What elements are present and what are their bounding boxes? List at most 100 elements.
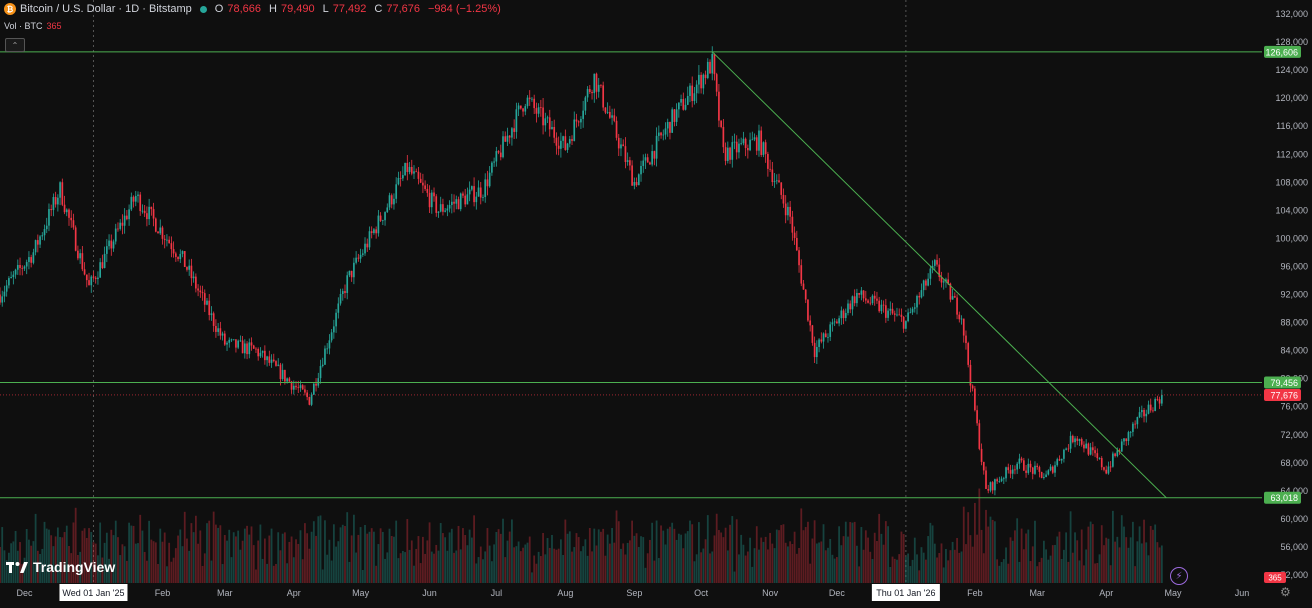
candle-body bbox=[126, 215, 128, 220]
candle-body bbox=[459, 193, 462, 210]
volume-bar bbox=[704, 539, 707, 583]
volume-bar bbox=[493, 544, 496, 583]
volume-bar bbox=[1127, 547, 1130, 583]
bitcoin-icon: ₿ bbox=[4, 3, 16, 15]
volume-bar bbox=[406, 519, 409, 583]
candle-body bbox=[940, 277, 943, 283]
volume-bar bbox=[980, 529, 983, 583]
candle-body bbox=[1152, 410, 1154, 412]
candle-body bbox=[468, 189, 471, 195]
volume-bar bbox=[720, 532, 723, 583]
chart-area[interactable] bbox=[0, 0, 1262, 583]
candle-body bbox=[270, 359, 273, 363]
volume-bar bbox=[326, 554, 329, 583]
volume-bar bbox=[853, 521, 856, 583]
time-tick-label: Feb bbox=[155, 588, 171, 598]
volume-bar bbox=[350, 535, 353, 583]
candlestick-chart[interactable] bbox=[0, 0, 1262, 583]
candle-body bbox=[740, 143, 743, 145]
volume-bar bbox=[502, 518, 504, 583]
symbol-title[interactable]: Bitcoin / U.S. Dollar · 1D · Bitstamp bbox=[20, 3, 192, 15]
volume-bar bbox=[344, 526, 346, 583]
candle-body bbox=[210, 313, 213, 316]
volume-bar bbox=[105, 532, 108, 583]
candle-body bbox=[644, 157, 647, 161]
volume-bar bbox=[724, 527, 727, 583]
candle-body bbox=[123, 215, 126, 226]
candle-body bbox=[775, 180, 778, 182]
descending-trendline[interactable] bbox=[711, 51, 1167, 499]
candle-body bbox=[700, 74, 702, 89]
candle-body bbox=[442, 204, 444, 212]
time-tick-label: Jun bbox=[422, 588, 437, 598]
volume-bar bbox=[121, 544, 124, 583]
volume-bar bbox=[1063, 549, 1065, 583]
time-axis[interactable]: Dec Feb Mar Apr May Jun Jul Aug Sep Oct Nov Dec Feb M… bbox=[0, 583, 1262, 603]
open-label: O bbox=[214, 3, 224, 15]
crosshair-date-label: Wed 01 Jan '25 bbox=[62, 588, 124, 598]
volume-bar bbox=[813, 520, 816, 583]
lightning-icon[interactable]: ⚡ bbox=[1170, 567, 1188, 585]
candle-body bbox=[1109, 466, 1112, 468]
candle-body bbox=[34, 240, 37, 253]
volume-bar bbox=[448, 532, 451, 583]
volume-legend[interactable]: Vol · BTC 365 bbox=[4, 21, 62, 31]
volume-bar bbox=[201, 565, 204, 583]
volume-bar bbox=[132, 525, 135, 583]
candle-body bbox=[1127, 432, 1130, 442]
candle-body bbox=[920, 290, 923, 298]
volume-axis-badge-label: 365 bbox=[1268, 574, 1282, 583]
candle-body bbox=[575, 119, 578, 122]
volume-bar bbox=[54, 536, 57, 583]
candle-body bbox=[800, 265, 803, 284]
price-axis[interactable]: 132,000 128,000 124,000 120,000 116,000 112,0… bbox=[1262, 0, 1312, 583]
candle-body bbox=[1002, 478, 1005, 480]
candle-body bbox=[326, 348, 329, 350]
candle-body bbox=[1022, 460, 1025, 471]
candle-body bbox=[938, 264, 941, 278]
volume-bar bbox=[119, 555, 122, 583]
volume-bar bbox=[571, 551, 573, 583]
candle-body bbox=[994, 479, 996, 491]
volume-bar bbox=[1118, 547, 1121, 583]
volume-bar bbox=[633, 535, 636, 583]
candle-body bbox=[985, 470, 987, 489]
volume-bar bbox=[141, 530, 144, 583]
candle-body bbox=[12, 274, 15, 278]
volume-bar bbox=[1091, 524, 1094, 583]
tradingview-brand[interactable]: TradingView bbox=[6, 559, 115, 575]
candle-body bbox=[65, 209, 68, 213]
candle-body bbox=[557, 145, 560, 149]
volume-bar bbox=[108, 558, 110, 583]
volume-bar bbox=[292, 557, 295, 583]
settings-gear-icon[interactable]: ⚙ bbox=[1280, 585, 1291, 599]
candle-body bbox=[853, 296, 856, 304]
volume-bar bbox=[564, 519, 567, 583]
candle-body bbox=[241, 340, 244, 354]
candle-body bbox=[272, 359, 275, 362]
candle-body bbox=[844, 312, 847, 319]
candle-body bbox=[840, 310, 843, 319]
candle-body bbox=[517, 105, 520, 110]
candle-body bbox=[577, 121, 580, 123]
candle-body bbox=[94, 277, 97, 280]
candle-body bbox=[686, 96, 689, 105]
volume-bar bbox=[306, 533, 309, 583]
volume-bar bbox=[1014, 530, 1016, 583]
candle-body bbox=[57, 197, 59, 205]
volume-bar bbox=[584, 539, 587, 583]
volume-bar bbox=[1156, 542, 1159, 583]
candle-body bbox=[1, 296, 4, 303]
collapse-legend-button[interactable]: ⌃ bbox=[5, 38, 25, 52]
volume-bar bbox=[604, 555, 607, 583]
volume-bar bbox=[88, 528, 90, 583]
candle-body bbox=[435, 196, 438, 213]
volume-bar bbox=[297, 543, 300, 583]
volume-bar bbox=[199, 530, 202, 583]
volume-bar bbox=[161, 541, 164, 583]
candle-body bbox=[838, 318, 840, 324]
volume-bar bbox=[733, 571, 736, 583]
candle-body bbox=[484, 179, 487, 198]
volume-bar bbox=[953, 549, 956, 583]
price-tick-label: 132,000 bbox=[1275, 9, 1308, 19]
